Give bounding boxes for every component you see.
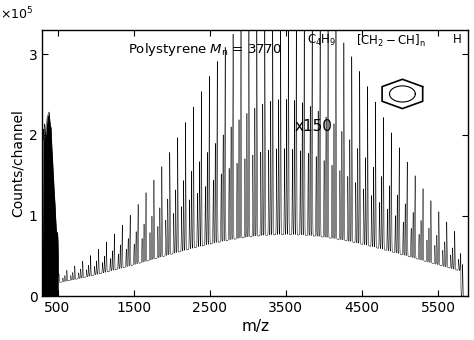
Y-axis label: Counts/channel: Counts/channel <box>10 109 24 217</box>
Text: $\times10^5$: $\times10^5$ <box>0 5 33 22</box>
Text: H: H <box>453 33 461 46</box>
X-axis label: m/z: m/z <box>241 320 269 335</box>
Text: x150: x150 <box>295 119 333 134</box>
Text: $\mathrm{C_4H_9}$: $\mathrm{C_4H_9}$ <box>307 33 336 48</box>
Text: Polystyrene $M_\mathregular{n}$ = 3770: Polystyrene $M_\mathregular{n}$ = 3770 <box>128 41 281 58</box>
Text: $\left[\mathrm{CH_2-CH}\right]_\mathrm{n}$: $\left[\mathrm{CH_2-CH}\right]_\mathrm{n… <box>356 33 426 49</box>
